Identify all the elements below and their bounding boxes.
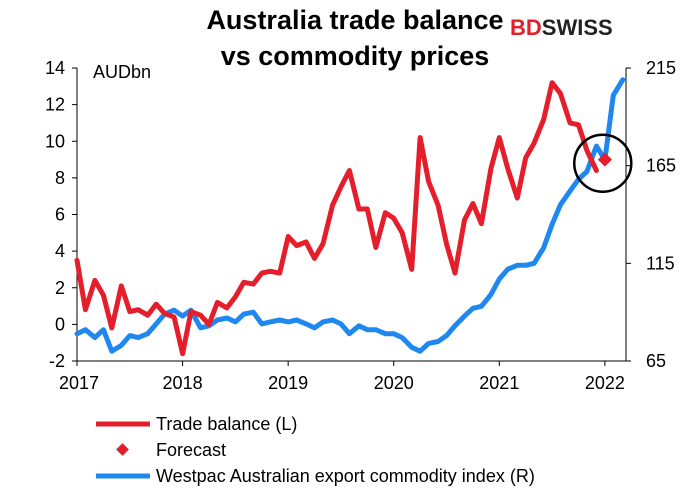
series-layer xyxy=(74,77,626,357)
right-axis-ticks: 65 115 165 215 xyxy=(626,58,676,371)
left-axis-ticks: -2 0 2 4 6 8 10 12 14 xyxy=(45,58,77,371)
brand-logo-part1: BD xyxy=(510,15,542,40)
right-tick-label: 215 xyxy=(646,58,676,78)
x-tick-label: 2019 xyxy=(268,373,308,393)
x-axis-ticks: 2017 2018 2019 2020 2021 2022 xyxy=(59,361,625,393)
legend-swatch-forecast xyxy=(116,443,129,456)
brand-logo: BDSWISS xyxy=(510,15,613,40)
left-tick-label: 14 xyxy=(45,58,65,78)
left-tick-label: 12 xyxy=(45,95,65,115)
left-tick-label: 10 xyxy=(45,131,65,151)
left-tick-label: 4 xyxy=(55,241,65,261)
unit-label: AUDbn xyxy=(93,62,151,82)
chart-title-line-1: Australia trade balance xyxy=(206,5,503,35)
legend: Trade balance (L) Forecast Westpac Austr… xyxy=(96,414,535,486)
left-tick-label: 6 xyxy=(55,205,65,225)
x-tick-label: 2020 xyxy=(374,373,414,393)
svg-text:BDSWISS: BDSWISS xyxy=(510,15,613,40)
right-tick-label: 165 xyxy=(646,156,676,176)
brand-logo-part2: SWISS xyxy=(542,15,613,40)
series-line-trade-balance xyxy=(74,80,599,357)
left-tick-label: 8 xyxy=(55,168,65,188)
x-tick-label: 2017 xyxy=(59,373,99,393)
annotation-layer xyxy=(573,133,633,193)
right-tick-label: 65 xyxy=(646,351,666,371)
right-tick-label: 115 xyxy=(646,253,675,273)
left-tick-label: 0 xyxy=(55,314,65,334)
left-tick-label: 2 xyxy=(55,278,65,298)
chart-title-line-2: vs commodity prices xyxy=(221,41,490,71)
x-tick-label: 2018 xyxy=(163,373,203,393)
legend-label-trade-balance: Trade balance (L) xyxy=(156,414,297,434)
legend-label-forecast: Forecast xyxy=(156,440,226,460)
legend-label-westpac-index: Westpac Australian export commodity inde… xyxy=(156,466,535,486)
left-tick-label: -2 xyxy=(49,351,65,371)
annotation-circle xyxy=(573,133,633,193)
x-tick-label: 2021 xyxy=(479,373,519,393)
forecast-marker xyxy=(597,152,612,167)
x-tick-label: 2022 xyxy=(585,373,625,393)
